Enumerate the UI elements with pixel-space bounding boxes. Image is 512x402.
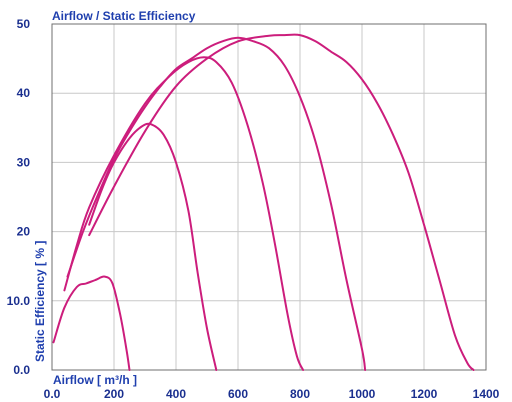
plot-frame [51,23,487,371]
x-tick-label: 1200 [411,387,438,401]
efficiency-curve-5 [88,33,475,371]
x-tick-label: 0.0 [44,387,61,401]
chart-title: Airflow / Static Efficiency [52,9,196,23]
x-tick-label: 200 [104,387,124,401]
x-tick-label: 800 [290,387,310,401]
y-tick-label: 50 [17,17,31,31]
efficiency-curve-1 [52,275,131,371]
y-tick-label: 40 [17,86,31,100]
efficiency-curve-2 [88,122,218,371]
y-tick-label: 10.0 [7,294,31,308]
y-tick-label: 0.0 [13,363,30,377]
x-axis-label: Airflow [ m³/h ] [53,373,137,387]
y-axis-label: Static Efficiency [ % ] [33,241,47,362]
y-tick-labels: 0.0 10.0 20 30 40 50 [7,17,31,377]
x-tick-label: 400 [166,387,186,401]
x-tick-labels: 0.0 200 400 600 800 1000 1200 1400 [44,387,500,401]
efficiency-curve-3 [63,56,305,371]
y-tick-label: 20 [17,225,31,239]
x-tick-label: 1000 [349,387,376,401]
x-tick-label: 1400 [473,387,500,401]
y-tick-label: 30 [17,155,31,169]
efficiency-curves [52,33,475,371]
efficiency-curve-4 [66,36,367,371]
grid-lines [51,23,487,371]
x-tick-label: 600 [228,387,248,401]
